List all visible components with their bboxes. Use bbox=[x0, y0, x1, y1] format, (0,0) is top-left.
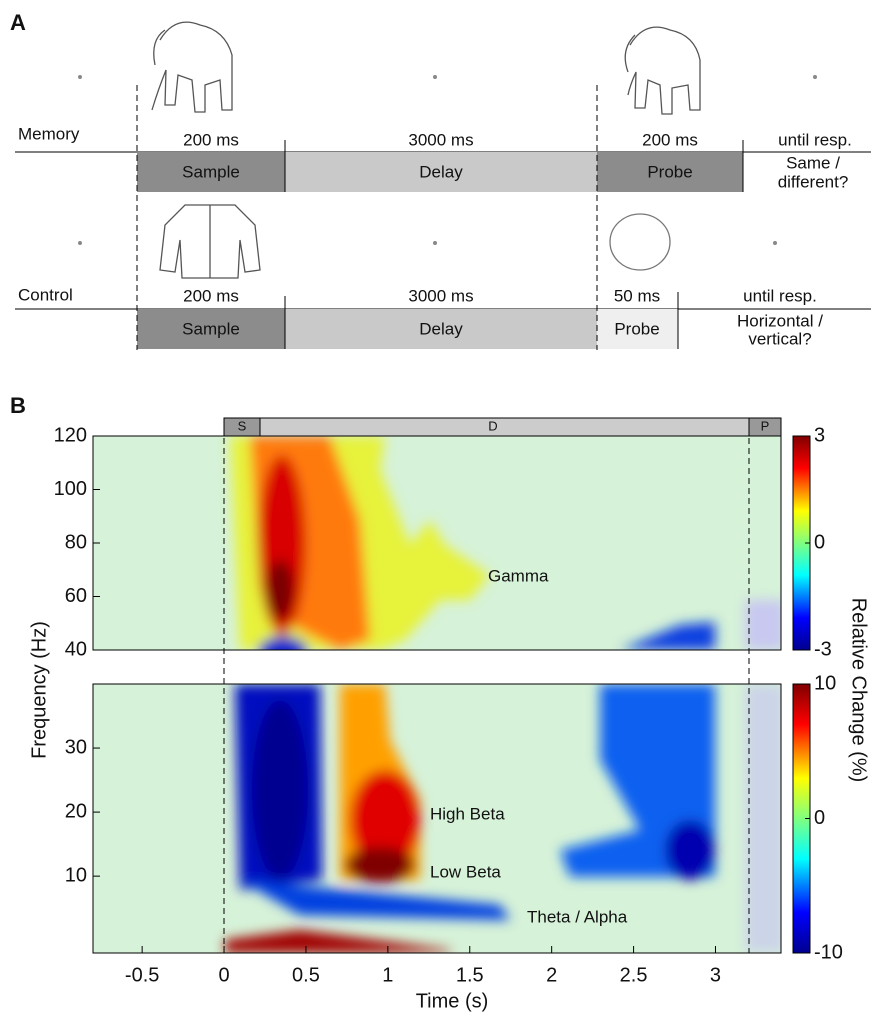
duration: 3000 ms bbox=[408, 286, 473, 305]
annotation: Gamma bbox=[488, 566, 549, 585]
row-label: Memory bbox=[18, 124, 80, 143]
phase-tag: D bbox=[488, 418, 497, 433]
x-tick-label: 3 bbox=[710, 964, 721, 986]
response: Same / bbox=[786, 153, 840, 172]
phase-tag: P bbox=[761, 418, 770, 433]
duration: 200 ms bbox=[642, 130, 698, 149]
duration: 50 ms bbox=[614, 286, 660, 305]
annotation: Theta / Alpha bbox=[527, 907, 628, 926]
colorbar-tick-label: 10 bbox=[814, 672, 836, 694]
annotation: Low Beta bbox=[430, 862, 501, 881]
x-axis-label: Time (s) bbox=[416, 990, 489, 1012]
phase: Delay bbox=[419, 319, 463, 338]
control-timeline: Control 200 ms 3000 ms 50 ms until resp.… bbox=[15, 285, 871, 349]
figure: A Memory 200 ms 3000 ms 200 ms until res… bbox=[0, 0, 871, 1018]
phase: Delay bbox=[419, 162, 463, 181]
duration: until resp. bbox=[743, 286, 817, 305]
phase: Sample bbox=[182, 319, 240, 338]
y-tick-label: 100 bbox=[54, 478, 87, 500]
colorbar-tick-label: -10 bbox=[814, 941, 843, 963]
colorbar-tick-label: 0 bbox=[814, 531, 825, 553]
colorbar-label: Relative Change (%) bbox=[848, 598, 870, 783]
x-tick-label: -0.5 bbox=[125, 964, 159, 986]
y-tick-label: 40 bbox=[65, 638, 87, 660]
duration: 200 ms bbox=[183, 130, 239, 149]
heatmap-gamma bbox=[93, 436, 785, 668]
colorbar-tick-label: 3 bbox=[814, 424, 825, 446]
y-tick-label: 60 bbox=[65, 585, 87, 607]
response: vertical? bbox=[748, 329, 811, 348]
y-tick-label: 10 bbox=[65, 864, 87, 886]
colorbar-tick-label: -3 bbox=[814, 638, 832, 660]
annotation: High Beta bbox=[430, 804, 505, 823]
response: different? bbox=[778, 172, 849, 191]
x-tick-label: 1.5 bbox=[456, 964, 484, 986]
panel-label: A bbox=[10, 10, 26, 35]
y-tick-label: 20 bbox=[65, 800, 87, 822]
y-tick-label: 30 bbox=[65, 736, 87, 758]
stimuli bbox=[78, 22, 817, 278]
panel-label: B bbox=[10, 393, 26, 418]
phase-bar bbox=[224, 418, 781, 436]
colorbar-tick-label: 0 bbox=[814, 807, 825, 829]
phase: Probe bbox=[647, 162, 692, 181]
duration: 200 ms bbox=[183, 286, 239, 305]
response: Horizontal / bbox=[737, 311, 823, 330]
row-label: Control bbox=[18, 285, 73, 304]
x-tick-label: 1 bbox=[382, 964, 393, 986]
y-axis-label: Frequency (Hz) bbox=[28, 621, 50, 759]
duration: until resp. bbox=[778, 130, 852, 149]
x-tick-label: 2.5 bbox=[620, 964, 648, 986]
phase: Sample bbox=[182, 162, 240, 181]
x-tick-label: 2 bbox=[546, 964, 557, 986]
phase: Probe bbox=[614, 319, 659, 338]
y-tick-label: 120 bbox=[54, 424, 87, 446]
y-tick-label: 80 bbox=[65, 531, 87, 553]
x-tick-label: 0.5 bbox=[292, 964, 320, 986]
memory-timeline: Memory 200 ms 3000 ms 200 ms until resp.… bbox=[15, 124, 871, 192]
phase-tag: S bbox=[238, 418, 247, 433]
x-tick-label: 0 bbox=[218, 964, 229, 986]
duration: 3000 ms bbox=[408, 130, 473, 149]
